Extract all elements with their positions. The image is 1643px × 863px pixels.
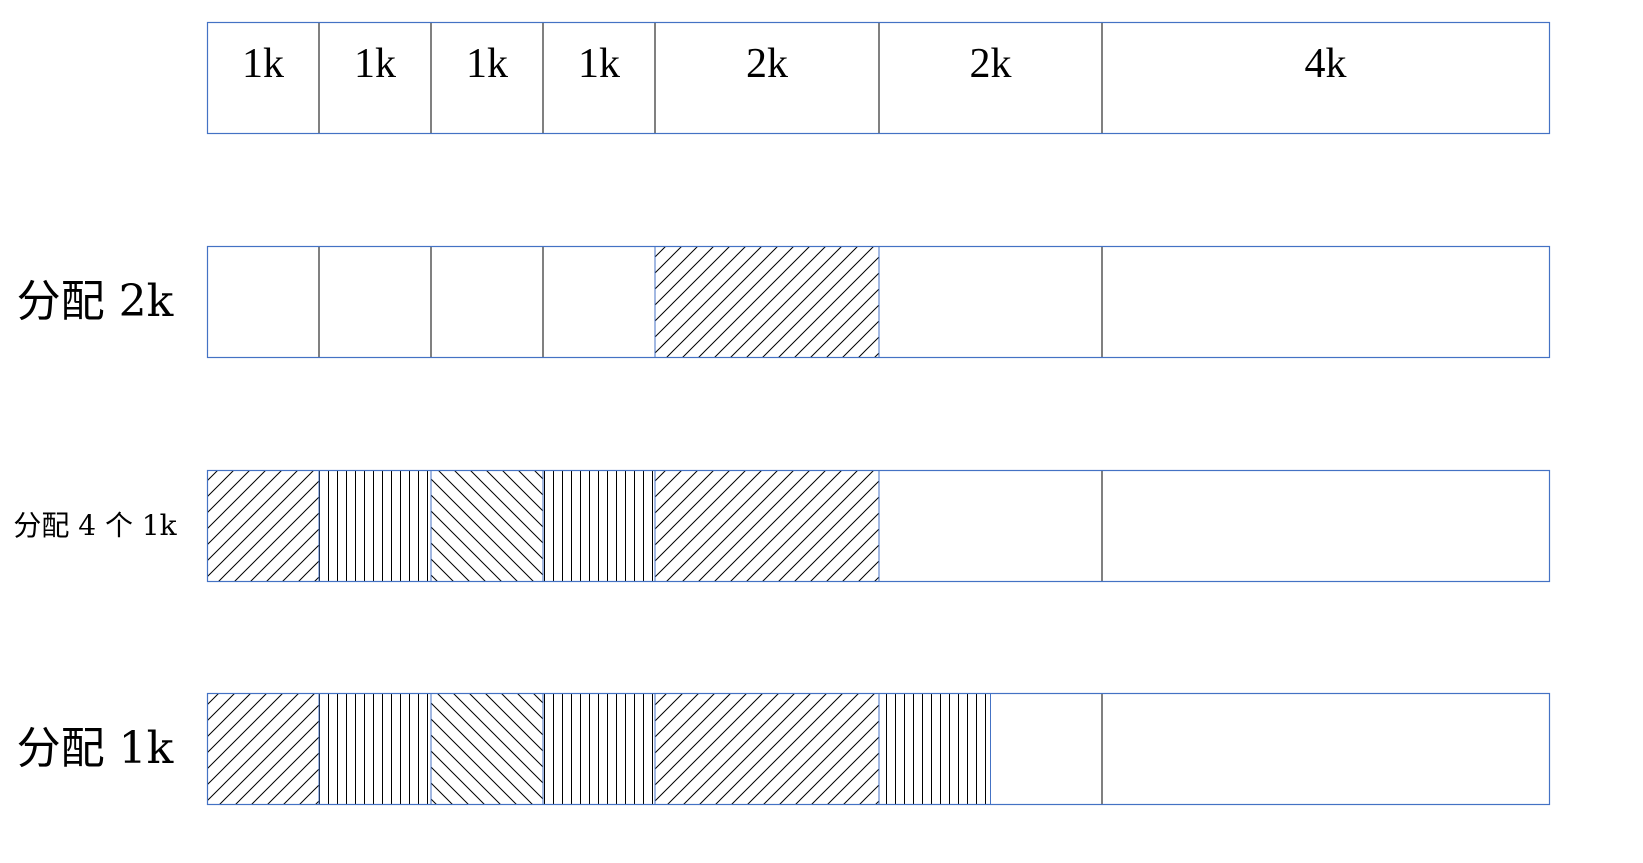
block-size-label-5: 2k: [746, 41, 788, 87]
block-size-label-1: 1k: [242, 41, 284, 87]
memory-block-7-free: [1102, 22, 1549, 133]
memory-block-4-allocated: [543, 693, 655, 804]
memory-block-5-allocated: [655, 246, 879, 357]
block-size-label-3: 1k: [466, 41, 508, 87]
memory-row-outline: [206, 245, 1551, 359]
memory-row-1: 1k 1k 1k 1k 2k 2k 4k: [206, 21, 1551, 135]
memory-block-5-allocated: [655, 470, 879, 581]
memory-block-3-allocated: [431, 470, 543, 581]
memory-row-3: 分配 4 个 1k: [13, 469, 1551, 583]
block-size-label-7: 4k: [1305, 41, 1347, 87]
memory-block-3-free: [431, 246, 543, 357]
memory-block-4-allocated: [543, 470, 655, 581]
memory-block-1-allocated: [207, 693, 319, 804]
memory-block-3-allocated: [431, 693, 543, 804]
memory-row-2: 分配 2k: [17, 245, 1551, 359]
memory-block-1-free: [207, 246, 319, 357]
row-label-2: 分配 2k: [17, 276, 174, 327]
memory-block-1-free: [207, 22, 319, 133]
memory-block-5-free: [655, 22, 879, 133]
memory-rows: 1k 1k 1k 1k 2k 2k 4k 分配 2k 分配 4 个 1k 分配 1k: [13, 21, 1551, 806]
memory-block-1-allocated: [207, 470, 319, 581]
memory-block-6-free: [879, 246, 1102, 357]
block-size-label-2: 1k: [354, 41, 396, 87]
memory-block-2-allocated: [319, 693, 431, 804]
memory-block-7-free: [1102, 693, 1549, 804]
block-size-label-4: 1k: [578, 41, 620, 87]
row-label-4: 分配 1k: [17, 723, 174, 774]
memory-block-2-allocated: [319, 470, 431, 581]
memory-row-4: 分配 1k: [17, 692, 1551, 806]
row-label-3: 分配 4 个 1k: [13, 509, 177, 542]
memory-block-3-free: [431, 22, 543, 133]
memory-block-7-free: [1102, 246, 1549, 357]
memory-row-outline: [206, 469, 1551, 583]
memory-block-4-free: [543, 22, 655, 133]
memory-block-2-free: [319, 246, 431, 357]
memory-block-5-allocated: [655, 693, 879, 804]
memory-block-7-free: [1102, 470, 1549, 581]
memory-row-outline: [206, 692, 1551, 806]
memory-block-2-free: [319, 22, 431, 133]
memory-row-outline: [206, 21, 1551, 135]
memory-block-6-free: [879, 470, 1102, 581]
memory-block-6-free: [879, 22, 1102, 133]
memory-block-4-free: [543, 246, 655, 357]
block-size-label-6: 2k: [970, 41, 1012, 87]
memory-block-partial-allocated: [879, 693, 991, 804]
